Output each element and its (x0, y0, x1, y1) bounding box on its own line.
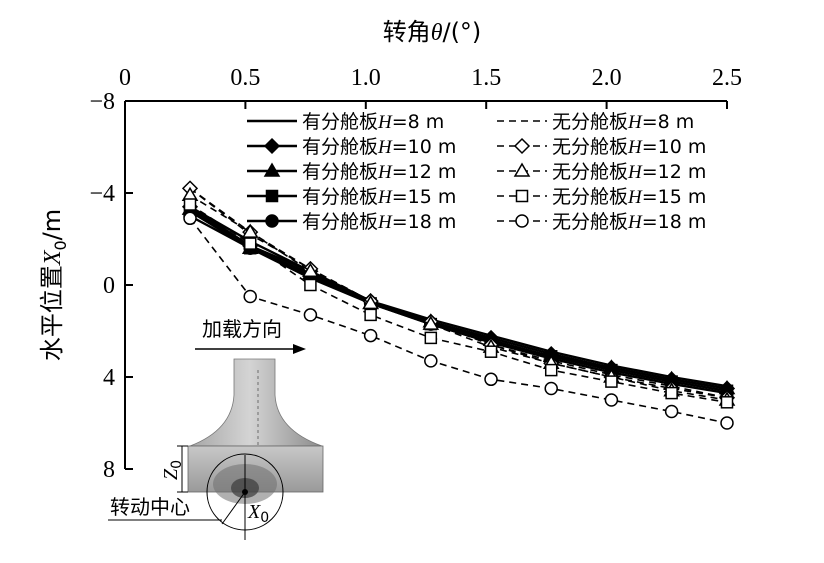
data-point (243, 237, 257, 250)
data-point (544, 363, 558, 377)
data-point (304, 278, 317, 292)
y-tick-label: 8 (103, 457, 115, 483)
x-tick-label: 1.0 (351, 65, 381, 91)
data-point (605, 375, 618, 388)
series-9 (183, 198, 734, 409)
legend-label: 有分舱板H=18 m (302, 211, 456, 233)
data-point (362, 294, 379, 310)
ticks-group: 0 0.5 1.0 1.5 2.0 2.5 −8 −4 0 4 8 (89, 65, 742, 483)
data-point (544, 381, 558, 396)
legend-item: 无分舱板H=15 m (497, 186, 706, 208)
series-line (189, 194, 728, 401)
series-6 (189, 187, 728, 399)
legend-marker (515, 189, 529, 203)
data-point (484, 372, 498, 387)
legend-item: 有分舱板H=18 m (247, 211, 456, 233)
legend: 有分舱板H=8 m 有分舱板H=10 m 有分舱板H=12 m 有分舱板H=15 m 有… (247, 111, 706, 233)
legend-item: 有分舱板H=12 m (247, 161, 456, 183)
legend-marker (263, 137, 281, 155)
legend-label: 有分舱板H=15 m (302, 186, 456, 208)
legend-marker (265, 214, 279, 228)
legend-label: 无分舱板H=10 m (552, 136, 706, 158)
x-tick-label: 0.5 (230, 65, 260, 91)
series-line (189, 187, 728, 399)
series-line (189, 203, 728, 404)
data-point (241, 223, 259, 238)
data-point (243, 289, 257, 304)
legend-label: 有分舱板H=8 m (302, 111, 444, 133)
series-line (189, 214, 728, 395)
x0-radius-line (221, 491, 246, 525)
z0-label: Z0 (160, 460, 185, 480)
legend-item: 有分舱板H=8 m (247, 111, 444, 133)
legend-marker (513, 137, 531, 155)
load-direction-label: 加载方向 (202, 317, 282, 341)
legend-label: 无分舱板H=15 m (552, 186, 706, 208)
series-1 (189, 205, 728, 388)
data-point (302, 262, 319, 277)
x-axis-title: 转角θ/(°) (383, 18, 482, 46)
legend-marker (265, 189, 279, 203)
y-tick-label: −8 (89, 89, 115, 115)
x0-label: X0 (247, 501, 269, 526)
data-point (364, 308, 377, 322)
legend-label: 无分舱板H=8 m (552, 111, 694, 133)
x-tick-label: 0 (119, 65, 131, 91)
data-point (422, 315, 440, 330)
data-point (424, 354, 438, 368)
y-axis-title: 水平位置X0/m (38, 209, 70, 361)
x-tick-label: 1.5 (471, 65, 501, 91)
legend-item: 无分舱板H=10 m (497, 136, 706, 158)
legend-item: 有分舱板H=15 m (247, 186, 456, 208)
legend-item: 无分舱板H=8 m (497, 111, 694, 133)
series-line (189, 217, 728, 424)
data-point (720, 396, 734, 409)
structure-inset: Z0 转动中心 X0 加载方向 (108, 317, 324, 540)
legend-marker (515, 214, 529, 228)
data-point (664, 404, 679, 419)
data-point (484, 345, 498, 358)
series-10 (183, 211, 734, 430)
legend-label: 有分舱板H=10 m (302, 136, 456, 158)
legend-marker (513, 162, 531, 177)
load-direction-arrowhead (293, 344, 306, 354)
y-tick-label: −4 (89, 181, 115, 207)
data-point (424, 331, 438, 345)
data-point (183, 211, 197, 226)
y-tick-label: 4 (103, 365, 115, 391)
legend-item: 无分舱板H=12 m (497, 161, 706, 183)
legend-label: 无分舱板H=18 m (552, 211, 706, 233)
data-point (183, 198, 197, 211)
legend-marker (263, 162, 281, 177)
y-tick-label: 0 (103, 273, 115, 299)
legend-item: 有分舱板H=10 m (247, 136, 456, 158)
data-point (665, 386, 678, 400)
legend-label: 有分舱板H=12 m (302, 161, 456, 183)
legend-item: 无分舱板H=18 m (497, 211, 706, 233)
rotation-center-label: 转动中心 (110, 495, 190, 519)
tower-shape (189, 358, 323, 447)
data-point (303, 308, 318, 322)
series-line (189, 205, 728, 388)
x-tick-label: 2.0 (592, 65, 622, 91)
rotation-center-dot (242, 489, 248, 495)
series-group (181, 180, 736, 430)
series-line (189, 187, 728, 399)
x-tick-label: 2.5 (712, 65, 742, 91)
legend-label: 无分舱板H=12 m (552, 161, 706, 183)
data-point (720, 416, 734, 430)
data-point (604, 393, 619, 407)
data-point (363, 328, 378, 343)
